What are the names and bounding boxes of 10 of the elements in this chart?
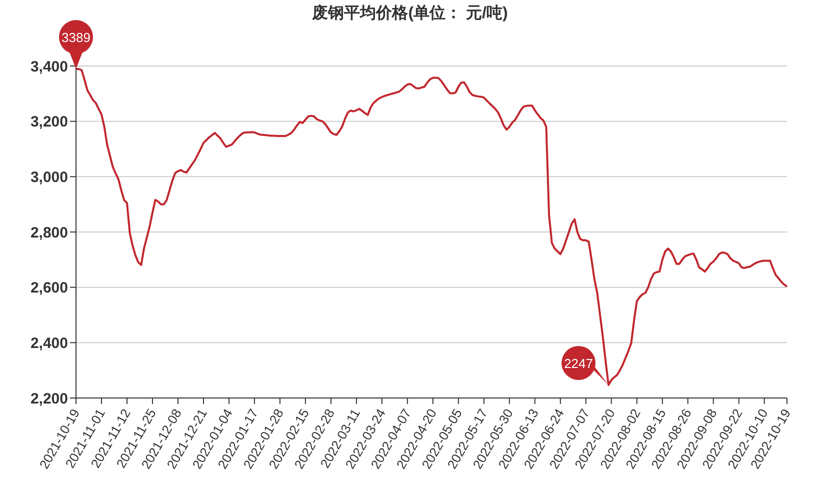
chart-title: 废钢平均价格(单位： 元/吨) <box>310 3 509 24</box>
y-tick-label: 2,800 <box>30 224 68 242</box>
annotation: 3389 <box>62 30 90 46</box>
y-tick-label: 3,200 <box>30 114 68 131</box>
y-tick-label: 3,400 <box>30 58 68 76</box>
y-tick-label: 2,600 <box>30 280 68 297</box>
y-tick-label: 3,000 <box>30 168 68 186</box>
y-tick-label: 2,200 <box>30 390 68 408</box>
y-tick-label: 2,400 <box>30 334 68 352</box>
annotation: 2247 <box>564 356 594 371</box>
